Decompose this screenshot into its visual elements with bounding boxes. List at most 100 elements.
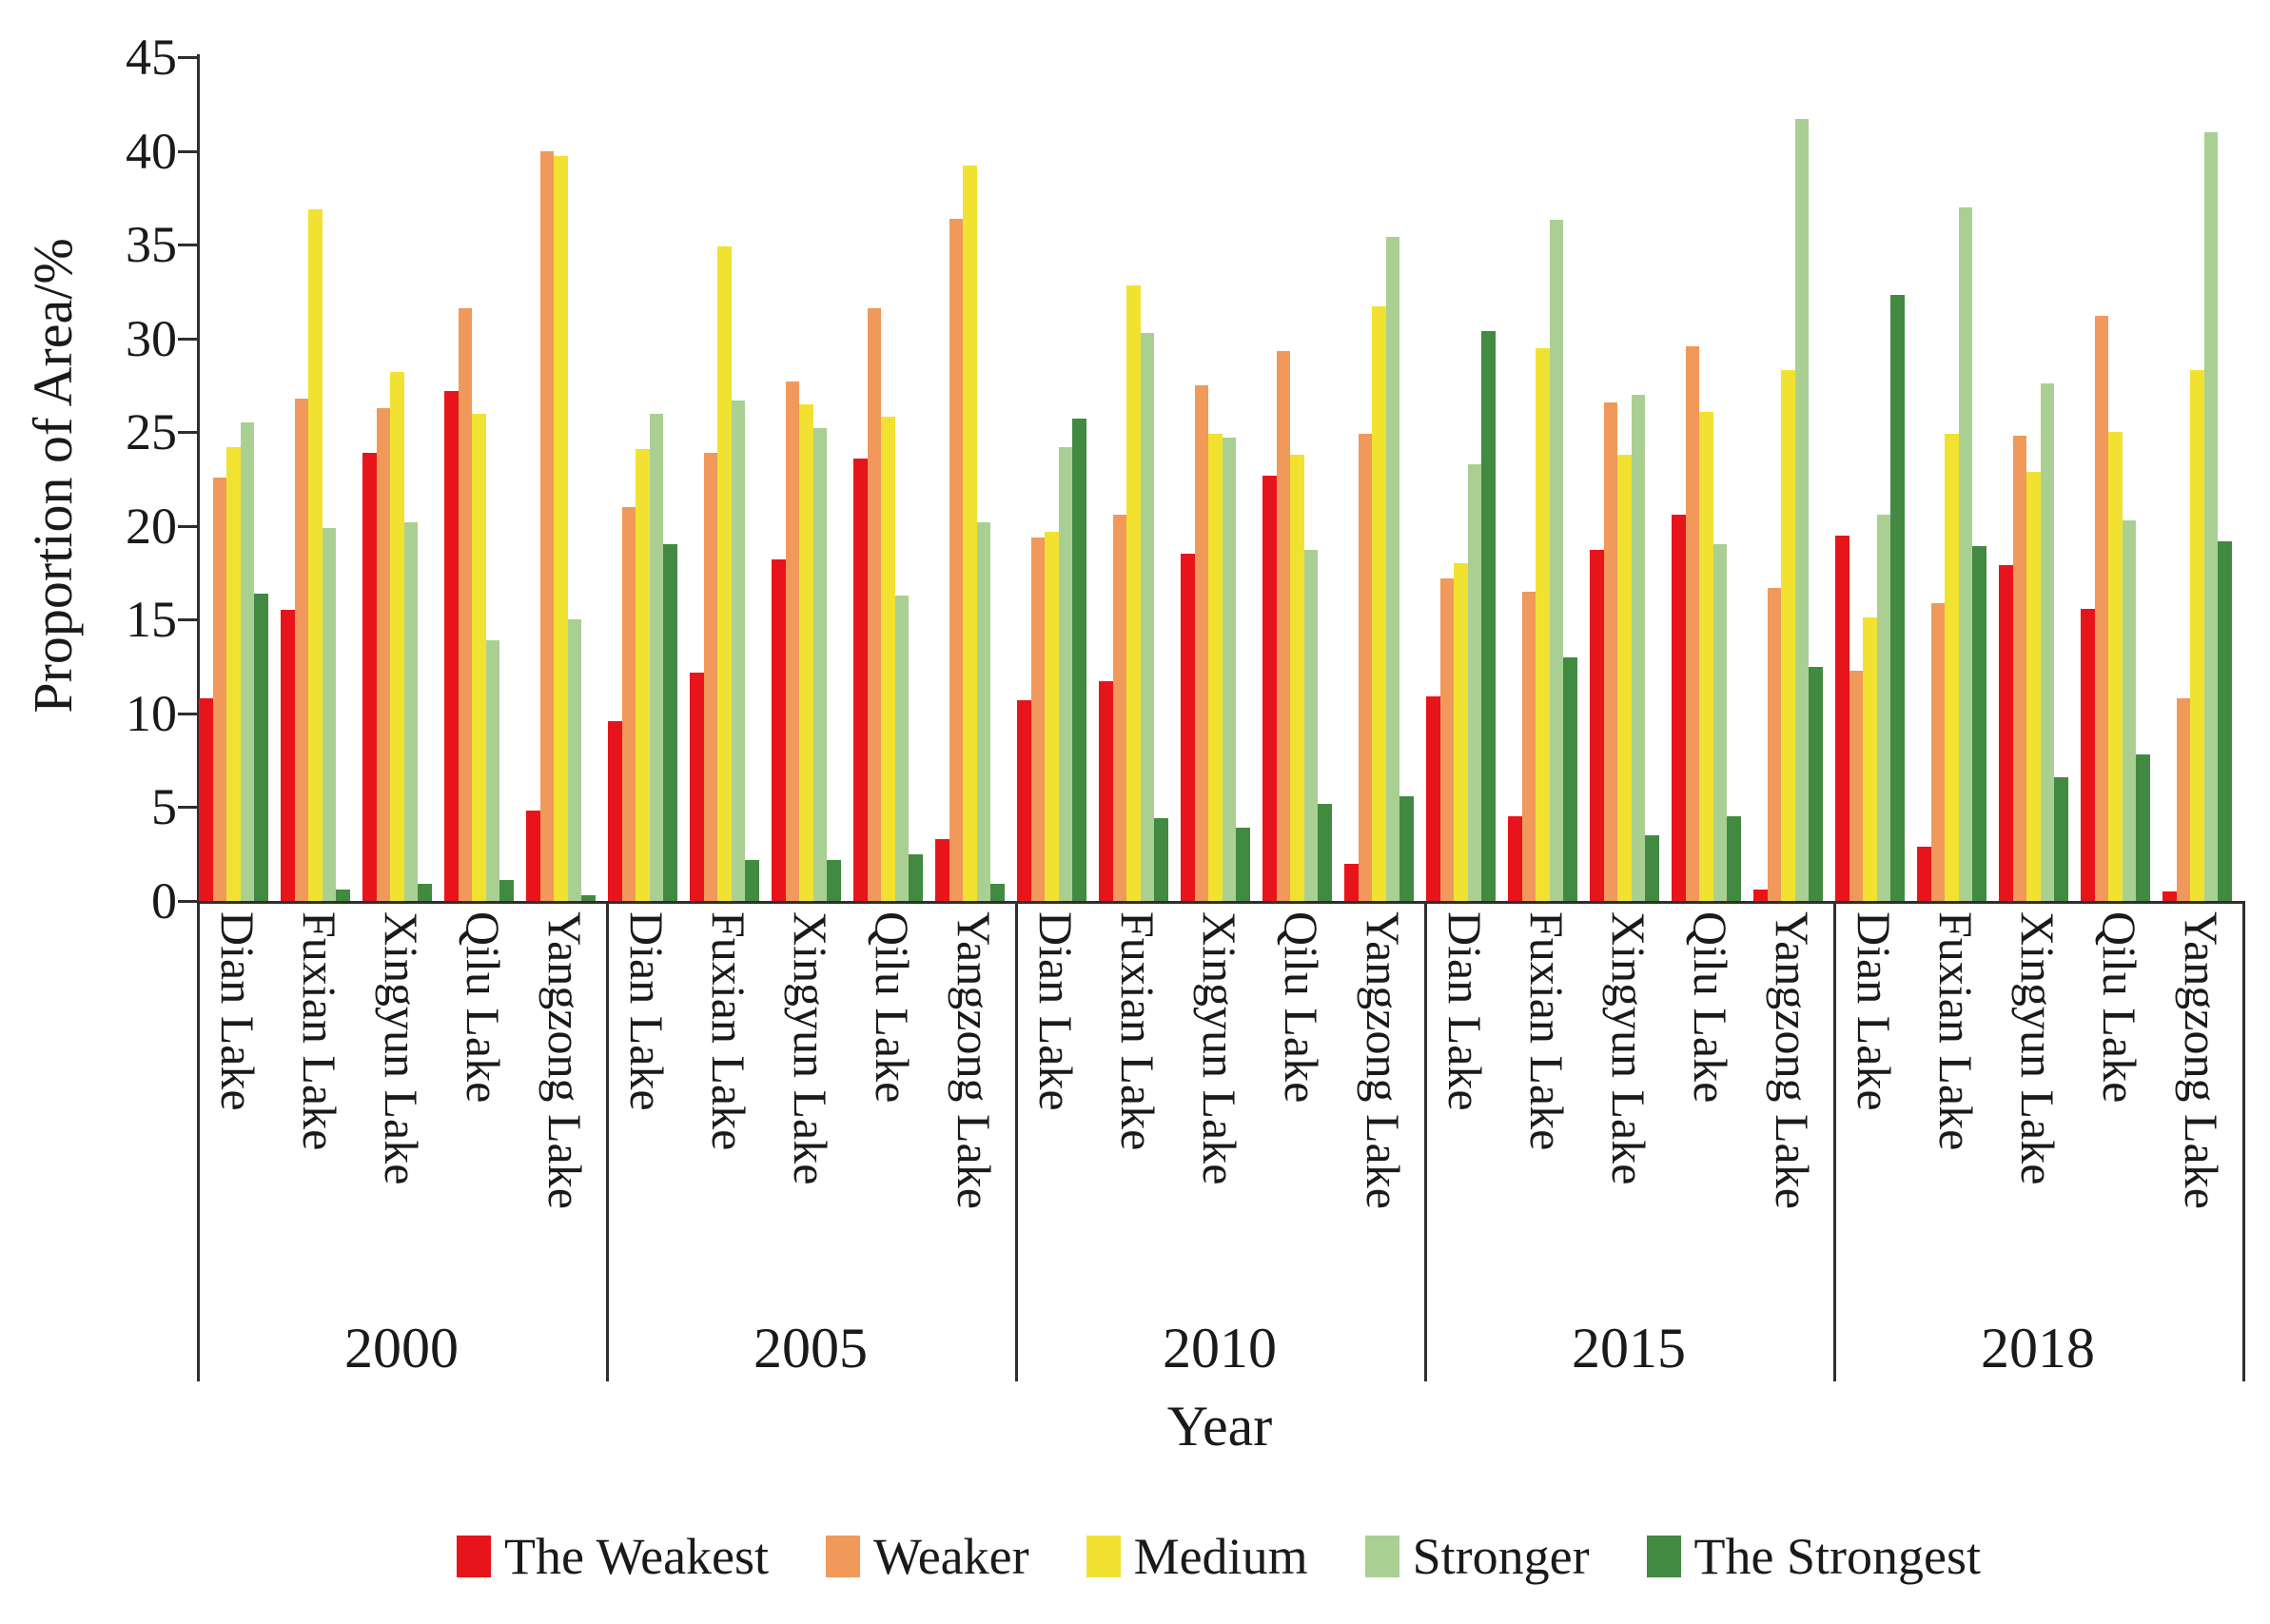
bar-2018-xingyun-lake-stronger	[2040, 383, 2054, 901]
y-axis-line	[197, 54, 200, 904]
bar-2005-qilu-lake-stronger	[894, 596, 909, 901]
legend-label-the-strongest: The Strongest	[1693, 1528, 1982, 1585]
bar-2005-dian-lake-the-strongest	[663, 544, 677, 901]
x-axis-line	[197, 901, 2244, 904]
x-lake-label-2010-fuxian-lake: Fuxian Lake	[1111, 911, 1164, 1151]
bar-2005-yangzong-lake-stronger	[976, 522, 990, 901]
bar-2000-dian-lake-weaker	[212, 478, 226, 901]
bar-2005-xingyun-lake-stronger	[812, 428, 827, 901]
y-tick-20	[178, 524, 197, 528]
bar-2015-dian-lake-the-weakest	[1426, 696, 1440, 901]
bar-2018-qilu-lake-stronger	[2122, 520, 2136, 901]
bar-2010-xingyun-lake-the-strongest	[1236, 828, 1250, 901]
bar-2005-xingyun-lake-weaker	[785, 382, 799, 901]
bar-2005-qilu-lake-the-strongest	[909, 854, 923, 901]
bar-2018-fuxian-lake-the-weakest	[1917, 847, 1931, 901]
x-lake-label-2005-xingyun-lake: Xingyun Lake	[784, 911, 837, 1185]
legend: The Weakest Weaker Medium Stronger The Stron…	[457, 1530, 1981, 1583]
legend-item-the-weakest: The Weakest	[457, 1530, 769, 1583]
bar-2010-yangzong-lake-stronger	[1385, 237, 1399, 901]
bar-2018-dian-lake-the-weakest	[1835, 536, 1849, 901]
x-year-label-2000: 2000	[344, 1317, 459, 1379]
bar-2018-dian-lake-weaker	[1849, 671, 1863, 901]
bar-2005-dian-lake-stronger	[649, 414, 663, 901]
bar-2015-xingyun-lake-weaker	[1603, 402, 1617, 901]
bar-2018-xingyun-lake-the-strongest	[2054, 777, 2068, 901]
bar-2010-xingyun-lake-medium	[1208, 434, 1223, 901]
legend-label-weaker: Weaker	[873, 1528, 1029, 1585]
bar-2000-xingyun-lake-the-strongest	[418, 884, 432, 901]
legend-label-medium: Medium	[1133, 1528, 1308, 1585]
bar-2018-qilu-lake-medium	[2108, 432, 2123, 901]
bar-2000-xingyun-lake-weaker	[376, 408, 390, 901]
panel-separator-1	[606, 901, 609, 1381]
y-tick-10	[178, 712, 197, 715]
bar-2000-dian-lake-medium	[226, 447, 241, 901]
bar-2018-yangzong-lake-stronger	[2203, 132, 2218, 901]
bar-2018-yangzong-lake-the-weakest	[2162, 891, 2177, 901]
x-lake-label-2018-qilu-lake: Qilu Lake	[2093, 911, 2146, 1104]
bar-2010-yangzong-lake-weaker	[1358, 434, 1372, 901]
legend-item-weaker: Weaker	[826, 1530, 1029, 1583]
bar-2010-yangzong-lake-the-strongest	[1399, 796, 1414, 901]
bar-2005-fuxian-lake-weaker	[703, 453, 717, 901]
bar-2005-yangzong-lake-the-weakest	[935, 839, 949, 901]
x-lake-label-2005-fuxian-lake: Fuxian Lake	[702, 911, 755, 1151]
panel-separator-4	[1833, 901, 1836, 1381]
legend-swatch-weaker	[826, 1536, 861, 1577]
x-lake-label-2015-fuxian-lake: Fuxian Lake	[1520, 911, 1574, 1151]
bar-2018-xingyun-lake-the-weakest	[1999, 565, 2013, 901]
y-tick-label-35: 35	[126, 216, 177, 274]
x-lake-label-2005-yangzong-lake: Yangzong Lake	[948, 911, 1001, 1209]
bar-2005-fuxian-lake-medium	[717, 246, 732, 901]
bar-2018-yangzong-lake-the-strongest	[2218, 541, 2232, 901]
y-tick-25	[178, 431, 197, 435]
bar-2000-yangzong-lake-the-strongest	[581, 895, 596, 901]
y-tick-label-0: 0	[151, 872, 177, 929]
bar-2015-xingyun-lake-the-strongest	[1645, 835, 1659, 901]
legend-item-medium: Medium	[1086, 1530, 1308, 1583]
bar-2010-xingyun-lake-stronger	[1222, 438, 1236, 901]
x-lake-label-2010-xingyun-lake: Xingyun Lake	[1193, 911, 1246, 1185]
bar-2015-qilu-lake-the-strongest	[1727, 816, 1741, 901]
bar-2010-fuxian-lake-weaker	[1112, 515, 1126, 901]
y-tick-label-5: 5	[151, 778, 177, 836]
y-tick-label-40: 40	[126, 122, 177, 180]
y-tick-40	[178, 149, 197, 153]
bar-2015-dian-lake-medium	[1454, 563, 1468, 901]
x-lake-label-2005-dian-lake: Dian Lake	[620, 911, 674, 1111]
legend-item-the-strongest: The Strongest	[1646, 1528, 1982, 1585]
bar-2015-yangzong-lake-the-strongest	[1809, 667, 1823, 901]
bar-2010-fuxian-lake-medium	[1126, 285, 1141, 901]
bar-2015-xingyun-lake-medium	[1617, 455, 1632, 901]
bar-2010-yangzong-lake-the-weakest	[1344, 864, 1359, 901]
bar-2000-xingyun-lake-the-weakest	[362, 453, 377, 901]
bar-2000-dian-lake-stronger	[240, 422, 254, 901]
bar-2005-dian-lake-weaker	[621, 507, 636, 901]
bar-2018-qilu-lake-weaker	[2094, 316, 2108, 901]
bar-2010-fuxian-lake-the-strongest	[1154, 818, 1168, 901]
legend-swatch-medium	[1086, 1536, 1121, 1577]
legend-label-the-weakest: The Weakest	[504, 1528, 770, 1585]
panel-separator-2	[1015, 901, 1018, 1381]
bar-2015-qilu-lake-stronger	[1712, 544, 1727, 901]
bar-2010-dian-lake-medium	[1045, 532, 1059, 901]
bar-2005-dian-lake-medium	[636, 449, 650, 901]
bar-2010-qilu-lake-the-weakest	[1262, 476, 1277, 901]
bar-2015-qilu-lake-medium	[1699, 412, 1713, 901]
x-lake-label-2000-yangzong-lake: Yangzong Lake	[538, 911, 592, 1209]
y-tick-5	[178, 806, 197, 810]
bar-2018-fuxian-lake-stronger	[1958, 207, 1972, 901]
x-lake-label-2010-dian-lake: Dian Lake	[1029, 911, 1083, 1111]
bar-2015-yangzong-lake-stronger	[1794, 119, 1809, 901]
x-year-label-2018: 2018	[1981, 1317, 2095, 1379]
bar-2010-qilu-lake-medium	[1290, 455, 1304, 901]
bar-2005-yangzong-lake-weaker	[949, 219, 963, 901]
x-lake-label-2000-qilu-lake: Qilu Lake	[457, 911, 510, 1104]
bar-2000-fuxian-lake-weaker	[294, 399, 308, 901]
y-tick-label-45: 45	[126, 29, 177, 86]
bar-2018-dian-lake-the-strongest	[1890, 295, 1905, 901]
y-tick-label-25: 25	[126, 403, 177, 461]
bar-2015-fuxian-lake-stronger	[1549, 220, 1563, 901]
